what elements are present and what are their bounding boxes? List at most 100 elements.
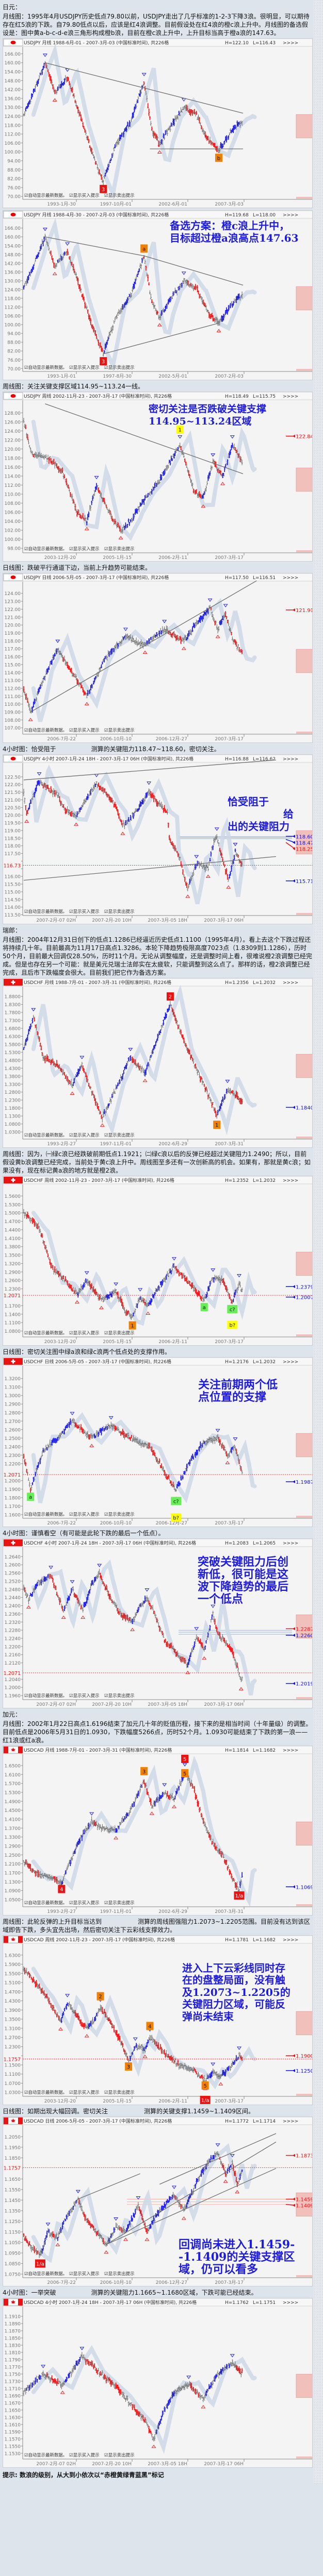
price-bar <box>24 691 26 696</box>
price-bar <box>200 125 202 129</box>
price-bar <box>114 144 116 148</box>
price-bar <box>155 798 157 802</box>
price-bar <box>110 158 112 161</box>
price-bar <box>70 811 72 817</box>
price-bar <box>132 518 134 522</box>
price-bar <box>86 693 88 698</box>
price-bar <box>195 489 197 495</box>
price-bar <box>157 802 159 806</box>
price-bar <box>128 521 131 526</box>
y-tick-label: 112.00 <box>5 306 21 311</box>
usdjpy-4h-chart[interactable]: USDJPY 4小时 2007-1月-24 18H - 2007-3月-17 0… <box>3 754 313 924</box>
price-bar <box>113 648 115 653</box>
price-bar <box>179 443 181 448</box>
y-tick-label: 112.00 <box>5 686 21 691</box>
more-button[interactable]: >>>> <box>283 980 298 986</box>
more-button[interactable]: >>>> <box>283 213 298 218</box>
display-option-checkbox[interactable]: ☑显示卖出提示 <box>104 193 135 198</box>
price-bar <box>145 792 147 799</box>
price-bar <box>59 468 61 474</box>
display-option-checkbox[interactable]: ☑显示买入提示 <box>69 193 100 198</box>
price-bar <box>49 74 51 81</box>
price-bar <box>36 691 38 696</box>
price-bar <box>39 246 41 251</box>
chart-canvas[interactable]: USDJPY 周线 2002-11月-23 - 2007-3月-17 (中国标准… <box>3 392 313 562</box>
price-bar <box>107 650 109 655</box>
display-option-checkbox[interactable]: ☑自动显示最新数据。 <box>24 909 67 914</box>
price-bar <box>232 445 234 450</box>
display-option-checkbox[interactable]: ☑显示买入提示 <box>69 727 100 733</box>
display-option-checkbox[interactable]: ☑显示卖出提示 <box>104 546 135 552</box>
display-option-checkbox[interactable]: ☑自动显示最新数据。 <box>24 365 67 370</box>
price-bar <box>146 640 148 645</box>
more-button[interactable]: >>>> <box>283 757 298 762</box>
price-bar <box>173 844 175 851</box>
more-button[interactable]: >>>> <box>283 394 298 399</box>
chart-canvas[interactable]: USDJPY 月线 1988-4月-30 - 2007-2月-03 (中国标准时… <box>3 211 313 380</box>
display-option-checkbox[interactable]: ☑显示买入提示 <box>69 546 100 552</box>
price-bar <box>100 664 102 668</box>
display-option-checkbox[interactable]: ☑显示卖出提示 <box>104 365 135 370</box>
price-bar <box>70 261 72 266</box>
more-button[interactable]: >>>> <box>283 575 298 581</box>
price-bar <box>34 699 36 705</box>
price-bar <box>40 244 42 250</box>
display-option-checkbox[interactable]: ☑显示卖出提示 <box>104 909 135 914</box>
page-scrollbar[interactable] <box>314 0 323 2483</box>
sell-signal-triangle-icon <box>65 242 70 246</box>
price-bar <box>128 635 131 640</box>
display-option-checkbox[interactable]: ☑显示买入提示 <box>69 365 100 370</box>
price-bar <box>119 134 121 142</box>
projection-box <box>296 286 312 311</box>
price-bar <box>167 464 169 469</box>
usdchf-monthly-chart[interactable]: USDCHF 月线 1988-7月-01 - 2007-3月-31 (中国标准时… <box>3 978 313 1148</box>
price-bar <box>203 865 205 870</box>
y-tick-label: 100.00 <box>5 537 21 543</box>
price-bar <box>187 468 189 473</box>
price-bar <box>135 103 137 109</box>
price-bar <box>157 479 159 485</box>
price-bar <box>30 798 33 804</box>
price-bar <box>235 125 237 130</box>
usdjpy-monthly-alt-chart[interactable]: USDJPY 月线 1988-4月-30 - 2007-2月-03 (中国标准时… <box>3 210 313 380</box>
price-bar <box>218 626 220 632</box>
y-tick-label: 122.00 <box>5 607 21 613</box>
price-bar <box>162 804 164 810</box>
price-bar <box>196 111 198 115</box>
price-bar <box>237 122 239 127</box>
price-bar <box>137 808 139 811</box>
chart-canvas[interactable]: USDCHF 月线 1988-7月-01 - 2007-3月-31 (中国标准时… <box>3 978 313 1148</box>
price-bar <box>45 670 47 675</box>
more-button[interactable]: >>>> <box>283 41 298 46</box>
price-bar <box>228 135 230 140</box>
price-bar <box>148 493 150 495</box>
price-bar <box>77 679 79 685</box>
price-bar <box>121 639 123 645</box>
chart-canvas[interactable]: USDJPY 日线 2006-5月-05 - 2007-3月-17 (中国标准时… <box>3 573 313 743</box>
price-bar <box>111 516 113 521</box>
sell-signal-triangle-icon <box>65 68 70 72</box>
price-bar <box>215 620 217 625</box>
price-bar <box>124 635 126 638</box>
price-bar <box>191 872 193 877</box>
sell-signal-triangle-icon <box>233 842 238 846</box>
display-option-checkbox[interactable]: ☑自动显示最新数据。 <box>24 546 67 552</box>
chart-annotation: 给 <box>283 808 294 821</box>
usdjpy-daily-chart[interactable]: USDJPY 日线 2006-5月-05 - 2007-3月-17 (中国标准时… <box>3 573 313 743</box>
y-tick-label: 98.00 <box>7 547 21 552</box>
display-option-checkbox[interactable]: ☑显示卖出提示 <box>104 727 135 733</box>
display-option-checkbox[interactable]: ☑显示买入提示 <box>69 909 100 914</box>
price-bar <box>58 466 60 473</box>
price-bar <box>210 140 212 145</box>
price-bar <box>48 72 50 77</box>
chart-canvas[interactable]: USDJPY 4小时 2007-1月-24 18H - 2007-3月-17 0… <box>3 755 313 924</box>
chart-canvas[interactable]: USDJPY 月线 1988-6月-01 - 2007-3月-03 (中国标准时… <box>3 39 313 208</box>
price-bar <box>134 279 136 284</box>
price-bar <box>152 486 154 492</box>
display-option-checkbox[interactable]: ☑自动显示最新数据。 <box>24 727 67 733</box>
price-tag-arrow-icon <box>293 434 295 438</box>
display-option-checkbox[interactable]: ☑自动显示最新数据。 <box>24 193 67 198</box>
usdjpy-monthly-chart[interactable]: USDJPY 月线 1988-6月-01 - 2007-3月-03 (中国标准时… <box>3 38 313 208</box>
usdjpy-weekly-chart[interactable]: USDJPY 周线 2002-11月-23 - 2007-3月-17 (中国标准… <box>3 392 313 562</box>
price-bar <box>90 505 92 512</box>
